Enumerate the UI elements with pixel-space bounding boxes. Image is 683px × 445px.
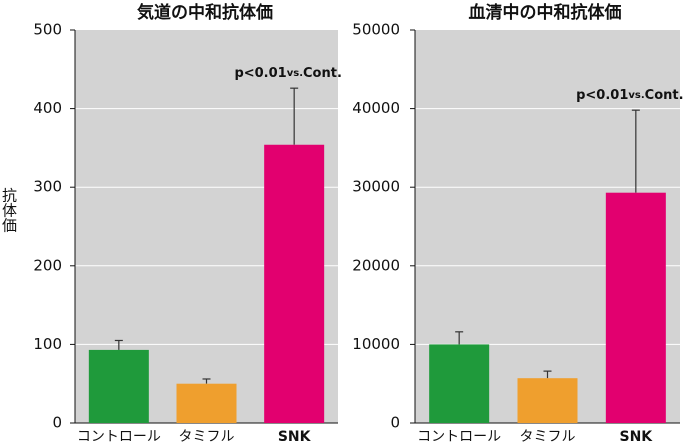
y-tick-label: 0 (52, 414, 62, 432)
annotation-part: Cont. (303, 66, 342, 81)
chart-title: 血清中の中和抗体価 (469, 2, 622, 23)
significance-annotation: p<0.01vs.Cont. (576, 88, 683, 103)
x-tick-label: コントロール (77, 429, 161, 445)
x-tick-label: タミフル (179, 429, 235, 445)
annotation-part: p<0.01 (234, 66, 286, 81)
y-tick-label: 30000 (352, 178, 400, 196)
chart-title: 気道の中和抗体価 (136, 2, 273, 23)
y-tick-label: 200 (33, 256, 62, 274)
x-tick-label: コントロール (417, 429, 501, 445)
bar (176, 383, 237, 423)
y-axis-label: 抗体価 (0, 188, 18, 233)
x-tick-label: SNK (278, 429, 312, 445)
y-tick-label: 400 (33, 99, 62, 117)
significance-annotation: p<0.01vs.Cont. (234, 66, 341, 81)
x-tick-label: SNK (620, 429, 654, 445)
y-tick-label: 20000 (352, 256, 400, 274)
x-tick-label: タミフル (520, 429, 576, 445)
bar (264, 144, 325, 424)
y-tick-label: 40000 (352, 99, 400, 117)
annotation-part: p<0.01 (576, 88, 628, 103)
annotation-part: vs. (287, 68, 303, 79)
bar (88, 349, 149, 423)
y-tick-label: 0 (390, 414, 400, 432)
y-tick-label: 50000 (352, 21, 400, 39)
bar (517, 378, 578, 423)
y-tick-label: 10000 (352, 335, 400, 353)
y-tick-label: 300 (33, 178, 62, 196)
y-tick-label: 500 (33, 21, 62, 39)
annotation-part: Cont. (645, 88, 683, 103)
bar (605, 192, 666, 423)
annotation-part: vs. (628, 90, 644, 101)
bar (429, 344, 490, 423)
y-tick-label: 100 (33, 335, 62, 353)
